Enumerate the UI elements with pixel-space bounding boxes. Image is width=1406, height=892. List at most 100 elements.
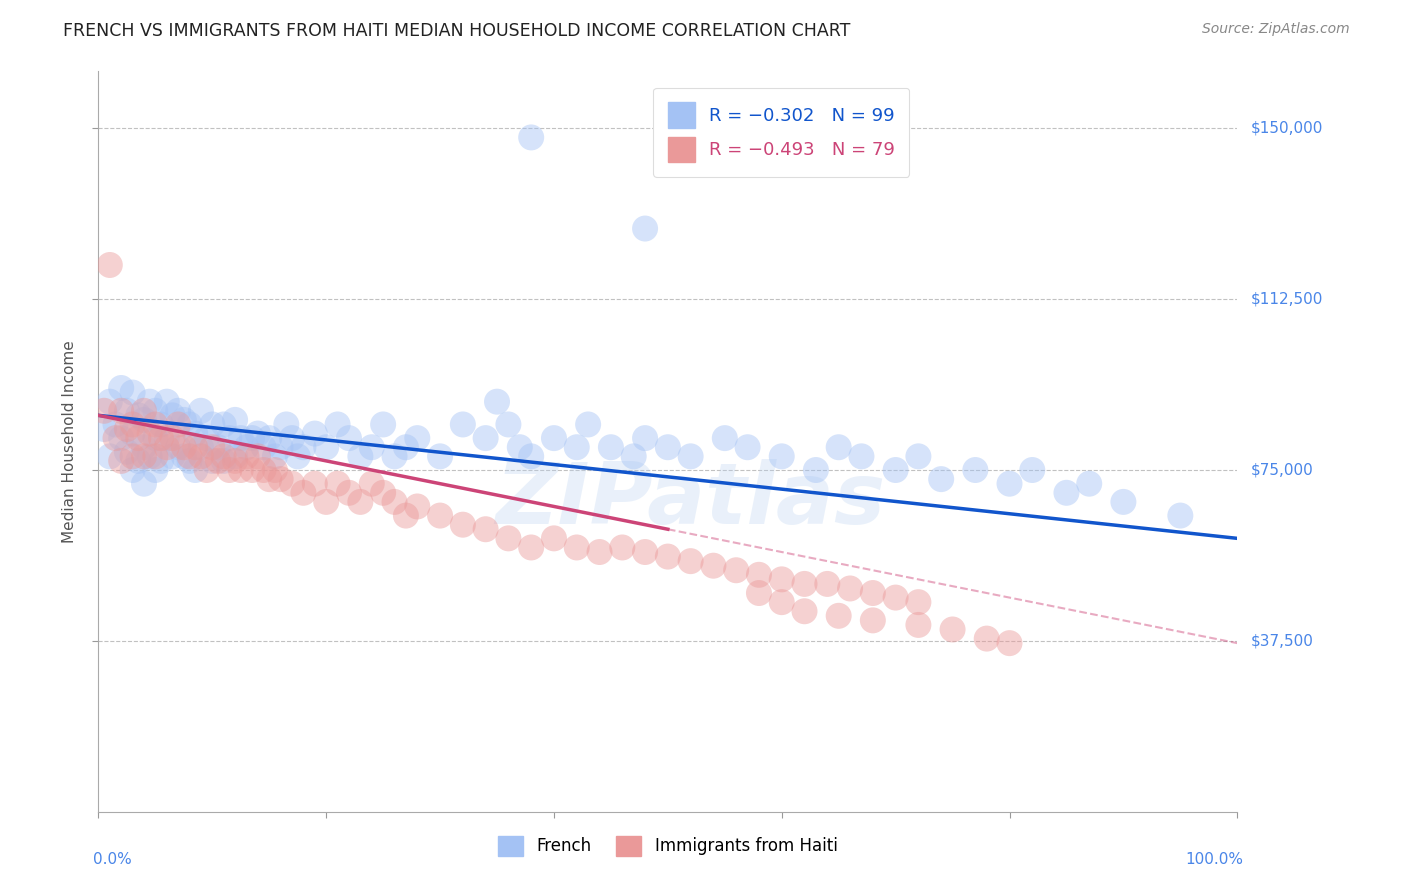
Point <box>907 595 929 609</box>
Text: ZIPatlas: ZIPatlas <box>495 459 886 542</box>
Point <box>281 476 304 491</box>
Text: $75,000: $75,000 <box>1251 463 1315 477</box>
Point <box>179 454 201 468</box>
Point <box>127 431 149 445</box>
Point <box>167 404 190 418</box>
Point <box>748 586 770 600</box>
Point <box>520 450 543 464</box>
Point <box>793 604 815 618</box>
Point <box>384 495 406 509</box>
Point <box>207 440 229 454</box>
Point <box>156 431 179 445</box>
Point <box>259 431 281 445</box>
Point <box>498 532 520 546</box>
Point <box>150 417 173 432</box>
Point <box>543 532 565 546</box>
Text: 100.0%: 100.0% <box>1185 853 1243 867</box>
Point <box>150 454 173 468</box>
Point <box>235 440 257 454</box>
Point <box>104 431 127 445</box>
Point <box>304 426 326 441</box>
Point <box>451 517 474 532</box>
Point <box>737 440 759 454</box>
Point <box>138 450 160 464</box>
Text: 0.0%: 0.0% <box>93 853 132 867</box>
Point <box>304 476 326 491</box>
Point <box>1021 463 1043 477</box>
Point <box>326 476 349 491</box>
Point <box>360 476 382 491</box>
Point <box>98 394 121 409</box>
Point <box>600 440 623 454</box>
Point <box>229 431 252 445</box>
Point <box>115 422 138 436</box>
Point <box>862 586 884 600</box>
Point <box>851 450 873 464</box>
Text: $112,500: $112,500 <box>1251 292 1323 307</box>
Point <box>588 545 610 559</box>
Point <box>190 440 212 454</box>
Point <box>218 431 240 445</box>
Point <box>138 394 160 409</box>
Point <box>98 258 121 272</box>
Point <box>145 417 167 432</box>
Point <box>246 426 269 441</box>
Point <box>907 450 929 464</box>
Point <box>173 440 195 454</box>
Point <box>110 404 132 418</box>
Point <box>184 440 207 454</box>
Point <box>270 440 292 454</box>
Point <box>315 440 337 454</box>
Point <box>264 450 287 464</box>
Point <box>543 431 565 445</box>
Point <box>145 404 167 418</box>
Point <box>509 440 531 454</box>
Point <box>862 613 884 627</box>
Point <box>976 632 998 646</box>
Point <box>657 440 679 454</box>
Point <box>162 409 184 423</box>
Point <box>190 404 212 418</box>
Point <box>337 431 360 445</box>
Point <box>218 463 240 477</box>
Point <box>121 450 143 464</box>
Point <box>395 440 418 454</box>
Point <box>212 417 235 432</box>
Point <box>121 385 143 400</box>
Point <box>93 404 115 418</box>
Point <box>132 413 155 427</box>
Point <box>132 476 155 491</box>
Point <box>173 450 195 464</box>
Point <box>252 463 274 477</box>
Point <box>714 431 737 445</box>
Point <box>498 417 520 432</box>
Point <box>167 417 190 432</box>
Point <box>179 450 201 464</box>
Point <box>98 450 121 464</box>
Point <box>679 554 702 568</box>
Point <box>623 450 645 464</box>
Point <box>998 636 1021 650</box>
Point <box>235 450 257 464</box>
Point <box>565 440 588 454</box>
Point <box>93 422 115 436</box>
Point <box>884 463 907 477</box>
Point <box>884 591 907 605</box>
Point <box>145 463 167 477</box>
Point <box>259 472 281 486</box>
Point <box>121 463 143 477</box>
Point <box>360 440 382 454</box>
Point <box>634 431 657 445</box>
Point <box>184 426 207 441</box>
Point <box>224 413 246 427</box>
Point <box>349 450 371 464</box>
Point <box>907 618 929 632</box>
Point <box>828 440 851 454</box>
Point <box>104 417 127 432</box>
Point <box>132 450 155 464</box>
Point <box>520 130 543 145</box>
Point <box>173 413 195 427</box>
Point <box>770 573 793 587</box>
Y-axis label: Median Household Income: Median Household Income <box>62 340 77 543</box>
Point <box>150 431 173 445</box>
